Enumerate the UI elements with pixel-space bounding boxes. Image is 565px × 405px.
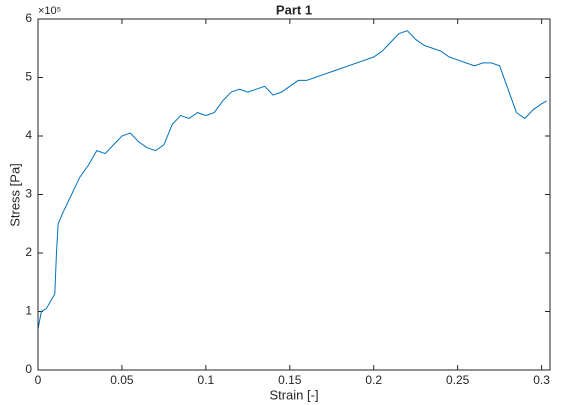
y-multiplier: ×10⁵ <box>38 5 61 17</box>
plot-frame <box>37 18 551 371</box>
x-tick-label: 0.05 <box>110 373 134 387</box>
y-tick-label: 4 <box>25 128 32 142</box>
data-line <box>37 30 547 330</box>
x-tick-label: 0.15 <box>278 373 302 387</box>
y-tick-label: 1 <box>25 304 32 318</box>
x-tick-label: 0.2 <box>365 373 382 387</box>
y-tick-label: 0 <box>25 362 32 376</box>
x-tick-label: 0.3 <box>533 373 550 387</box>
chart-title: Part 1 <box>276 2 312 17</box>
y-tick-label: 6 <box>25 11 32 25</box>
y-axis-label: Stress [Pa] <box>7 163 22 227</box>
y-tick-label: 2 <box>25 245 32 259</box>
x-axis-label: Strain [-] <box>269 387 318 402</box>
x-tick-label: 0.1 <box>198 373 215 387</box>
x-tick-label: 0 <box>35 373 42 387</box>
x-tick-label: 0.25 <box>446 373 470 387</box>
y-tick-label: 3 <box>25 187 32 201</box>
y-tick-label: 5 <box>25 70 32 84</box>
